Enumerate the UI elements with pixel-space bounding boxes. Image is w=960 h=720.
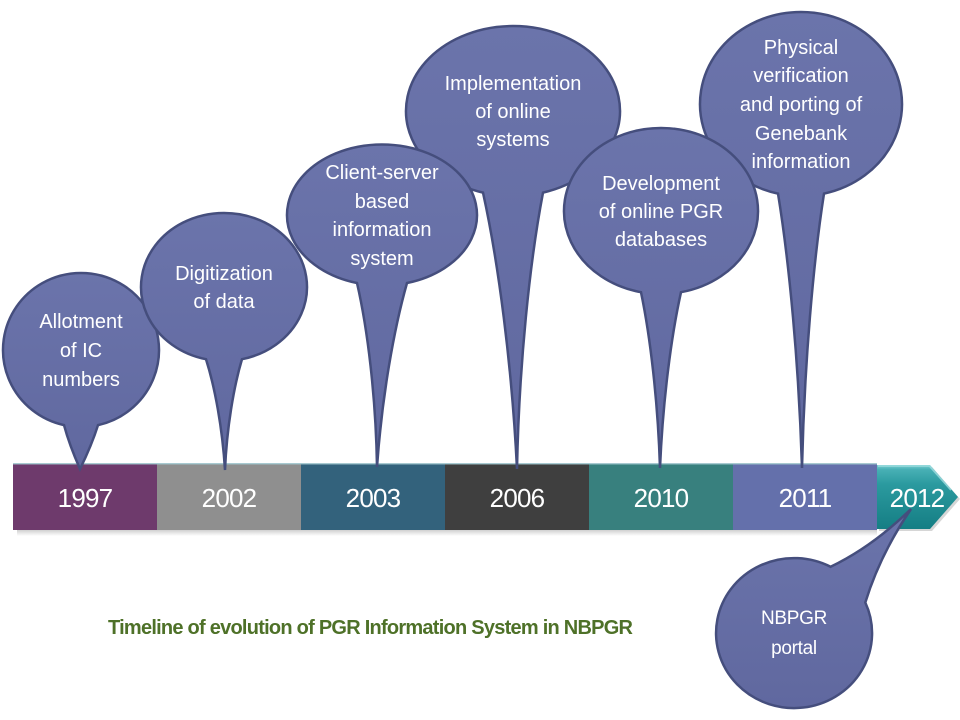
svg-text:Genebank: Genebank xyxy=(755,123,848,145)
svg-text:of online PGR: of online PGR xyxy=(599,201,724,223)
svg-text:verification: verification xyxy=(753,65,849,87)
svg-text:Client-server: Client-server xyxy=(325,162,439,184)
svg-text:2011: 2011 xyxy=(779,483,832,513)
svg-text:and porting of: and porting of xyxy=(740,94,863,116)
svg-text:of data: of data xyxy=(193,291,255,313)
svg-text:numbers: numbers xyxy=(42,369,120,391)
svg-text:2012: 2012 xyxy=(890,483,945,513)
svg-text:Timeline of evolution of PGR I: Timeline of evolution of PGR Information… xyxy=(108,617,634,639)
svg-text:1997: 1997 xyxy=(58,483,113,513)
svg-text:Digitization: Digitization xyxy=(175,263,273,285)
svg-text:of IC: of IC xyxy=(60,340,102,362)
svg-text:databases: databases xyxy=(615,229,707,251)
svg-text:2006: 2006 xyxy=(490,483,545,513)
svg-text:2002: 2002 xyxy=(202,483,257,513)
svg-text:Physical: Physical xyxy=(764,37,838,59)
svg-text:portal: portal xyxy=(771,638,817,659)
svg-text:2003: 2003 xyxy=(346,483,401,513)
svg-text:system: system xyxy=(350,248,413,270)
svg-text:2010: 2010 xyxy=(634,483,689,513)
svg-text:systems: systems xyxy=(476,129,549,151)
svg-text:information: information xyxy=(333,219,432,241)
svg-text:NBPGR: NBPGR xyxy=(761,608,827,629)
svg-text:Allotment: Allotment xyxy=(39,311,123,333)
svg-text:based: based xyxy=(355,191,410,213)
svg-text:Implementation: Implementation xyxy=(445,73,582,95)
svg-text:information: information xyxy=(752,151,851,173)
svg-text:of online: of online xyxy=(475,101,551,123)
svg-text:Development: Development xyxy=(602,173,720,195)
